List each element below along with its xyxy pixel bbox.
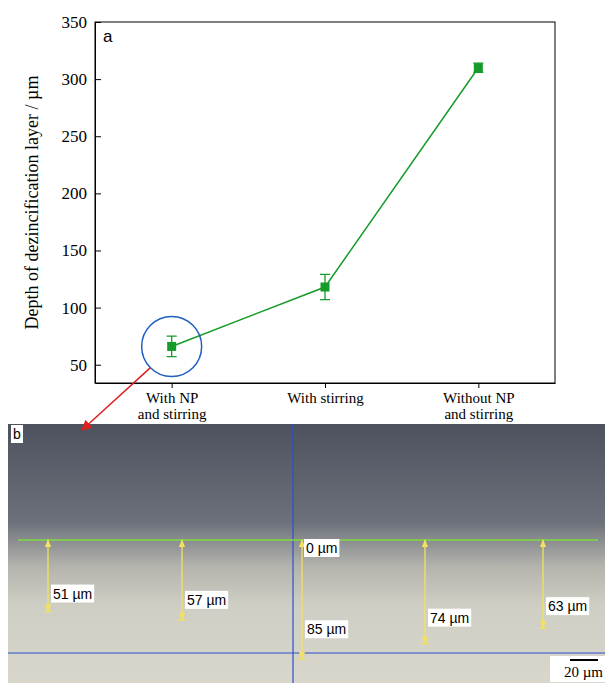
x-tick-label-line: Without NP [443,390,514,406]
reference-label-group: 0 µm [304,539,339,557]
y-axis-line [95,23,96,384]
depth-label-group: 63 µm [546,597,589,615]
figure: 50100150200250300350With NPand stirringW… [0,0,611,683]
x-tick-label-line: and stirring [138,406,207,422]
depth-label-background [546,597,589,615]
y-tick-mark [95,308,101,309]
y-tick: 150 [62,241,102,260]
depth-label-background [305,620,348,638]
y-tick-label: 200 [62,184,88,203]
data-point [167,342,176,351]
y-tick-mark [95,22,101,23]
y-tick-label: 250 [62,127,88,146]
y-tick-label: 300 [62,70,88,89]
depth-label: 74 µm [430,610,469,626]
depth-label-background [51,585,94,603]
x-tick-label: With NPand stirring [138,390,207,423]
depth-arrow [181,540,182,620]
x-tick: Without NPand stirring [443,383,514,422]
y-tick-mark [95,136,101,137]
crosshair-vertical [292,424,293,683]
reference-label-background [304,539,339,557]
crosshair-horizontal [8,652,605,653]
y-tick-mark [95,365,101,366]
panel-label: b [13,426,21,442]
depth-label-background [185,591,228,609]
x-tick-label-line: and stirring [444,406,513,422]
depth-arrow-end [421,643,429,644]
depth-arrow-end [178,619,186,620]
plot-frame [95,22,555,383]
depth-label-group: 51 µm [51,585,94,603]
scale-bar-label: 20 µm [564,664,603,680]
x-tick-mark [325,383,326,388]
link-arrow [82,368,150,430]
y-tick: 50 [70,356,101,375]
x-axis: With NPand stirringWith stirringWithout … [96,383,556,422]
y-axis-title: Depth of dezincification layer / µm [22,76,42,330]
depth-label-group: 85 µm [305,620,348,638]
depth-label-background [428,609,471,627]
x-tick-label-line: With NP [146,390,198,406]
error-bar [473,63,483,72]
depth-label: 85 µm [307,621,346,637]
depth-arrow [301,540,302,659]
micrograph-image [8,424,605,683]
depth-arrow-end [44,611,52,612]
error-bar [320,274,330,299]
highlight-circle [142,316,202,376]
y-tick-mark [95,193,101,194]
depth-arrow-end [298,658,306,659]
depth-arrow [47,540,48,611]
plot-marks [167,63,484,357]
y-axis: 50 100 150 200 250 300 350 [62,13,102,384]
y-tick: 250 [62,127,102,146]
panel-label-background [11,425,23,443]
x-tick-label: Without NPand stirring [443,390,514,423]
depth-arrow [424,540,425,644]
reference-label: 0 µm [306,540,337,556]
y-tick-label: 350 [62,13,88,32]
x-tick: With stirring [287,383,364,406]
y-tick: 100 [62,299,102,318]
y-tick-label: 150 [62,241,88,260]
y-tick: 300 [62,70,102,89]
data-point [474,63,483,72]
depth-label-group: 74 µm [428,609,471,627]
y-tick: 200 [62,184,102,203]
data-point [321,283,330,292]
y-tick-label: 50 [70,356,87,375]
depth-label: 57 µm [187,592,226,608]
data-line [172,68,479,347]
x-tick-label-line: With stirring [287,390,364,406]
depth-label: 63 µm [548,598,587,614]
y-tick-mark [95,79,101,80]
scale-bar [570,659,598,661]
scale-bar-background [550,656,608,682]
y-tick: 350 [62,13,102,32]
panel-label-group: b [11,425,23,443]
depth-label: 51 µm [53,586,92,602]
depth-arrow [542,540,543,628]
x-tick-mark [172,383,173,388]
depth-label-group: 57 µm [185,591,228,609]
panel-label: a [103,27,113,46]
x-tick-mark [478,383,479,388]
x-tick-label: With stirring [287,390,364,406]
error-bar [167,336,177,357]
depth-arrow-end [539,628,547,629]
y-tick-mark [95,250,101,251]
x-tick: With NPand stirring [138,383,207,422]
y-tick-label: 100 [62,299,88,318]
